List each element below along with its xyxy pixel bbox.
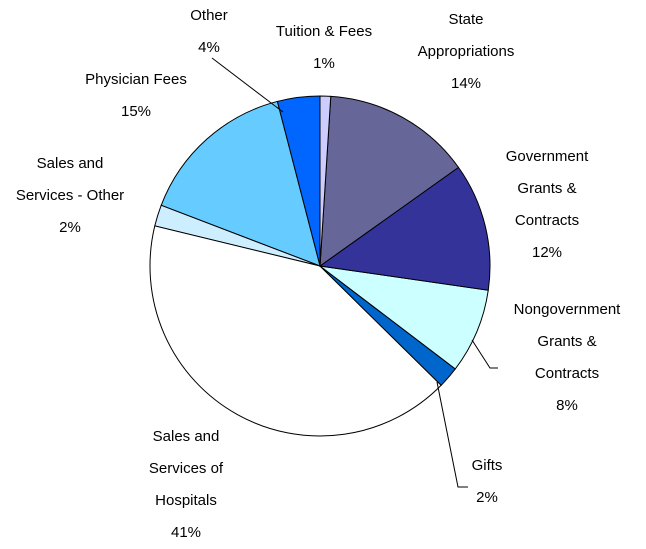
slice-label: Sales and Services - Other 2% — [8, 148, 132, 244]
slice-label: Nongovernment Grants & Contracts 8% — [505, 294, 629, 422]
category-label: Government Grants & Contracts — [505, 148, 589, 229]
value-label: 1% — [313, 55, 335, 72]
category-label: Nongovernment Grants & Contracts — [513, 301, 621, 382]
value-label: 12% — [531, 244, 563, 261]
category-label: Other — [190, 7, 228, 24]
slice-label: State Appropriations 14% — [410, 4, 522, 100]
slice-label: Sales and Services of Hospitals 41% — [136, 421, 236, 549]
leader-line — [471, 339, 498, 369]
slice-label: Other 4% — [169, 0, 249, 64]
category-label: Sales and Services of Hospitals — [148, 428, 224, 509]
leader-line — [436, 381, 468, 488]
leader-line — [211, 57, 284, 113]
value-label: 4% — [198, 39, 220, 56]
value-label: 2% — [59, 219, 81, 236]
category-label: Sales and Services - Other — [15, 155, 125, 204]
category-label: Physician Fees — [85, 71, 187, 88]
category-label: Gifts — [471, 457, 503, 474]
slice-label: Government Grants & Contracts 12% — [491, 141, 603, 269]
pie-slice — [319, 95, 332, 267]
pie-slice — [160, 100, 321, 267]
value-label: 14% — [450, 75, 482, 92]
category-label: State Appropriations — [417, 11, 515, 60]
value-label: 41% — [170, 524, 202, 541]
category-label: Tuition & Fees — [275, 23, 373, 40]
value-label: 8% — [556, 397, 578, 414]
value-label: 2% — [476, 489, 498, 506]
pie-slice — [149, 225, 442, 437]
slice-label: Gifts 2% — [447, 450, 527, 514]
pie-slice — [319, 95, 460, 268]
slice-label: Physician Fees 15% — [51, 64, 221, 128]
slice-label: Tuition & Fees 1% — [249, 16, 399, 80]
pie-slice — [318, 166, 491, 291]
value-label: 15% — [120, 103, 152, 120]
